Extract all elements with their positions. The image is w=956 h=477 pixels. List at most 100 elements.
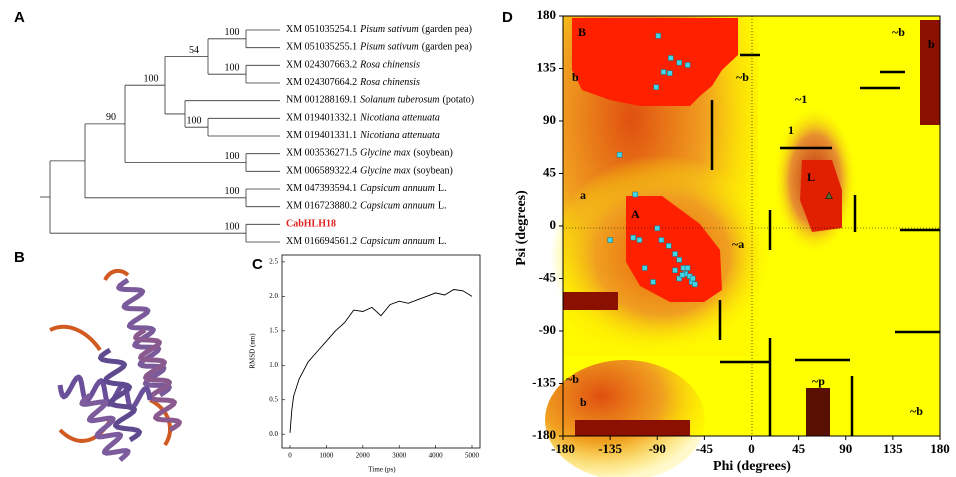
bootstrap-value: 100 — [144, 74, 159, 85]
x-tick-label: 135 — [883, 441, 903, 456]
residue-point — [666, 243, 672, 249]
region-labels: B b ~b ~1 1 L a A ~a ~b b ~b b ~p ~b — [566, 25, 935, 418]
note: (soybean) — [413, 148, 452, 159]
generous-region — [545, 360, 705, 477]
helix — [79, 393, 131, 462]
accession: XM 016723880.2 — [286, 201, 357, 212]
residue-point — [676, 275, 682, 282]
species: Rosa chinensis — [359, 60, 420, 71]
accession: NM 001288169.1 — [286, 95, 357, 106]
accession: XM 006589322.4 — [286, 166, 357, 177]
note: (garden pea) — [422, 42, 472, 53]
protein-structure — [49, 268, 182, 462]
species: Pisum sativum — [359, 42, 419, 53]
region-label: A — [631, 207, 640, 221]
residue-point — [672, 267, 678, 274]
species: Capsicum annuum — [360, 201, 435, 212]
accession: XM 019401331.1 — [286, 130, 357, 141]
bootstrap-value: 100 — [225, 27, 240, 38]
species: Capsicum annuum — [360, 183, 435, 194]
x-tick-label: -180 — [551, 441, 575, 456]
y-tick-label: -180 — [532, 427, 556, 442]
y-axis-label: RMSD (nm) — [249, 333, 257, 369]
panel-label: D — [502, 9, 513, 26]
bootstrap-value: 54 — [189, 45, 199, 56]
y-tick-label: 1.0 — [269, 361, 278, 369]
y-tick-label: -45 — [539, 269, 557, 284]
residue-point — [690, 275, 696, 282]
y-tick-label: -135 — [532, 374, 556, 389]
region-label: 1 — [788, 123, 794, 137]
zero-line — [563, 16, 940, 436]
residue-point — [679, 272, 686, 278]
residue-point — [616, 152, 623, 158]
species: Pisum sativum — [359, 24, 419, 35]
y-tick-label: 2.0 — [269, 292, 278, 300]
species: Nicotiana attenuata — [359, 113, 440, 124]
rmsd-chart: 0 1000 2000 3000 4000 5000 0.0 0.5 1.0 1.5 2.0 2.5 — [269, 258, 479, 460]
x-tick-label: -45 — [696, 441, 714, 456]
y-tick-label: 180 — [537, 7, 557, 22]
bootstrap-value: 100 — [225, 151, 240, 162]
y-tick-label: 0.5 — [269, 395, 278, 403]
core-region — [626, 196, 722, 302]
leaf-label: XM 024307663.2 Rosa chinensis — [286, 60, 420, 71]
residue-point — [654, 225, 660, 232]
accession: CabHLH18 — [286, 219, 336, 230]
leaf-label: XM 003536271.5 Glycine max (soybean) — [286, 148, 453, 159]
accession: XM 024307664.2 — [286, 77, 357, 88]
residue-point — [636, 237, 643, 243]
leaf-label: XM 051035254.1 Pisum sativum (garden pea) — [286, 24, 472, 35]
core-region — [920, 20, 940, 125]
region-label: ~b — [736, 70, 749, 84]
bootstrap-value: 90 — [106, 112, 116, 123]
y-tick-label: 90 — [543, 112, 556, 127]
panel-label: B — [14, 249, 25, 266]
x-axis-label: Phi (degrees) — [713, 459, 791, 474]
accession: XM 019401332.1 — [286, 113, 357, 124]
leaf-label: CabHLH18 — [286, 219, 336, 230]
core-region — [572, 18, 738, 106]
leaf-label: XM 006589322.4 Glycine max (soybean) — [286, 166, 453, 177]
residue-point — [650, 279, 656, 285]
x-tick-label: 4000 — [429, 452, 444, 460]
region-label: ~b — [566, 372, 579, 386]
region-label: L — [807, 170, 815, 184]
phylogenetic-tree: XM 051035254.1 Pisum sativum (garden pea) X… — [40, 24, 474, 247]
leaf-label: XM 016723880.2 Capsicum annuum L. — [286, 201, 446, 212]
species: Nicotiana attenuata — [359, 130, 440, 141]
residue-point — [632, 191, 639, 198]
bootstrap-value: 100 — [225, 186, 240, 197]
ramachandran-plot: -180 -135 -90 -45 0 45 90 135 180 -180 -135 -90 -45 0… — [532, 7, 950, 456]
species: Rosa chinensis — [359, 77, 420, 88]
y-axis-label: Psi (degrees) — [514, 190, 529, 266]
note: L. — [438, 236, 447, 247]
x-tick-label: 2000 — [356, 452, 371, 460]
region-label: ~1 — [795, 92, 807, 106]
leaf-label: XM 019401331.1 Nicotiana attenuata — [286, 130, 440, 141]
core-region — [575, 420, 690, 436]
note: (garden pea) — [422, 24, 472, 35]
leaf-label: XM 047393594.1 Capsicum annuum L. — [286, 183, 446, 194]
residue-point — [653, 84, 659, 90]
residue-point — [658, 237, 665, 243]
y-tick-label: 45 — [543, 164, 557, 179]
panel-label: A — [14, 9, 25, 26]
x-tick-label: 3000 — [392, 452, 407, 460]
region-label: ~b — [892, 25, 905, 39]
region-label: a — [580, 188, 586, 202]
region-label: B — [578, 25, 586, 39]
note: (soybean) — [413, 166, 452, 177]
region-label: ~b — [910, 404, 923, 418]
species: Glycine max — [360, 166, 411, 177]
region-label: ~a — [732, 237, 744, 251]
residue-point — [641, 265, 648, 271]
core-region — [800, 160, 842, 232]
x-tick-label: 0 — [748, 441, 755, 456]
region-label: b — [928, 37, 935, 51]
residue-point — [607, 237, 613, 243]
species: Capsicum annuum — [360, 236, 435, 247]
x-axis-label: Time (ps) — [368, 466, 396, 474]
